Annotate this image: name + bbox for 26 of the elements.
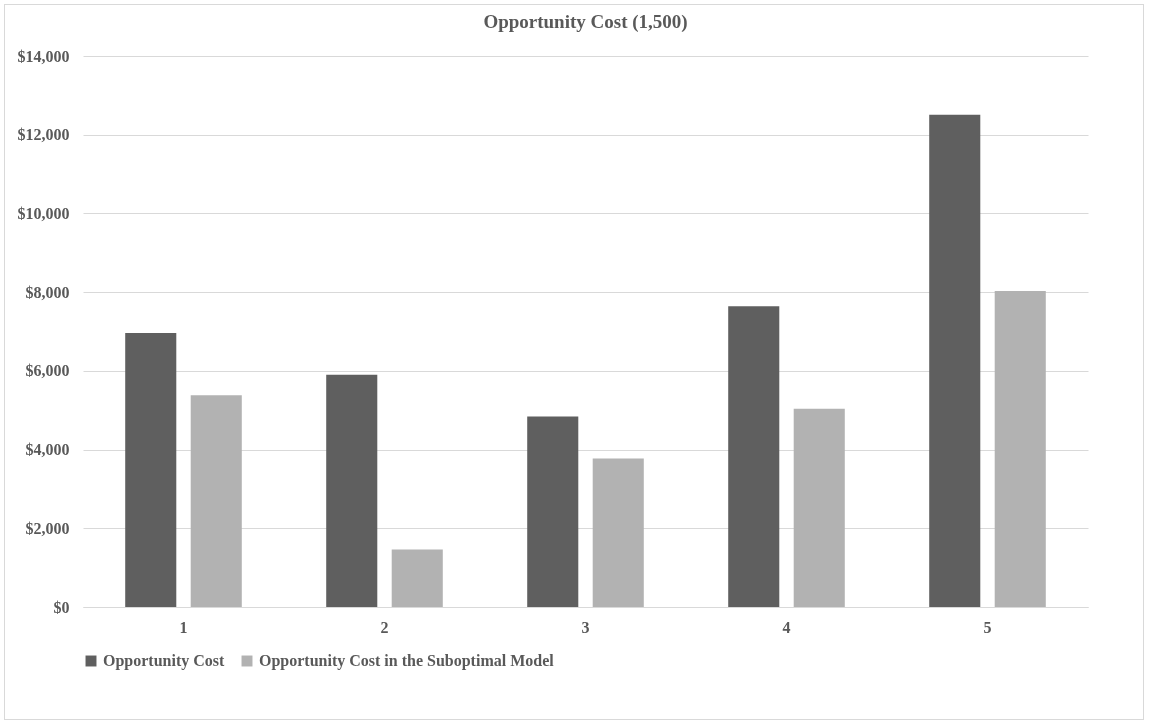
bar [728,306,780,607]
bar [326,374,378,607]
x-tick-label: 5 [983,618,992,636]
y-tick-label: $2,000 [25,519,70,537]
y-tick-label: $10,000 [17,204,70,222]
x-tick-label: 1 [179,618,188,636]
bar [592,458,644,607]
y-tick-label: $0 [53,598,70,616]
chart-title: Opportunity Cost (1,500) [483,11,688,33]
y-tick-label: $8,000 [25,283,70,301]
bar [793,408,845,607]
bar [391,549,443,607]
bar [125,333,177,607]
bar [527,416,579,607]
x-tick-label: 2 [380,618,389,636]
x-tick-label: 4 [782,618,791,636]
bar [929,114,981,607]
legend-label: Opportunity Cost [103,652,226,670]
x-tick-label: 3 [581,618,590,636]
y-tick-label: $14,000 [17,47,70,65]
legend-label: Opportunity Cost in the Suboptimal Model [259,652,555,670]
bar [190,395,242,607]
y-tick-label: $4,000 [25,441,70,459]
y-tick-label: $6,000 [25,362,70,380]
y-tick-label: $12,000 [17,126,70,144]
bar [994,290,1046,607]
